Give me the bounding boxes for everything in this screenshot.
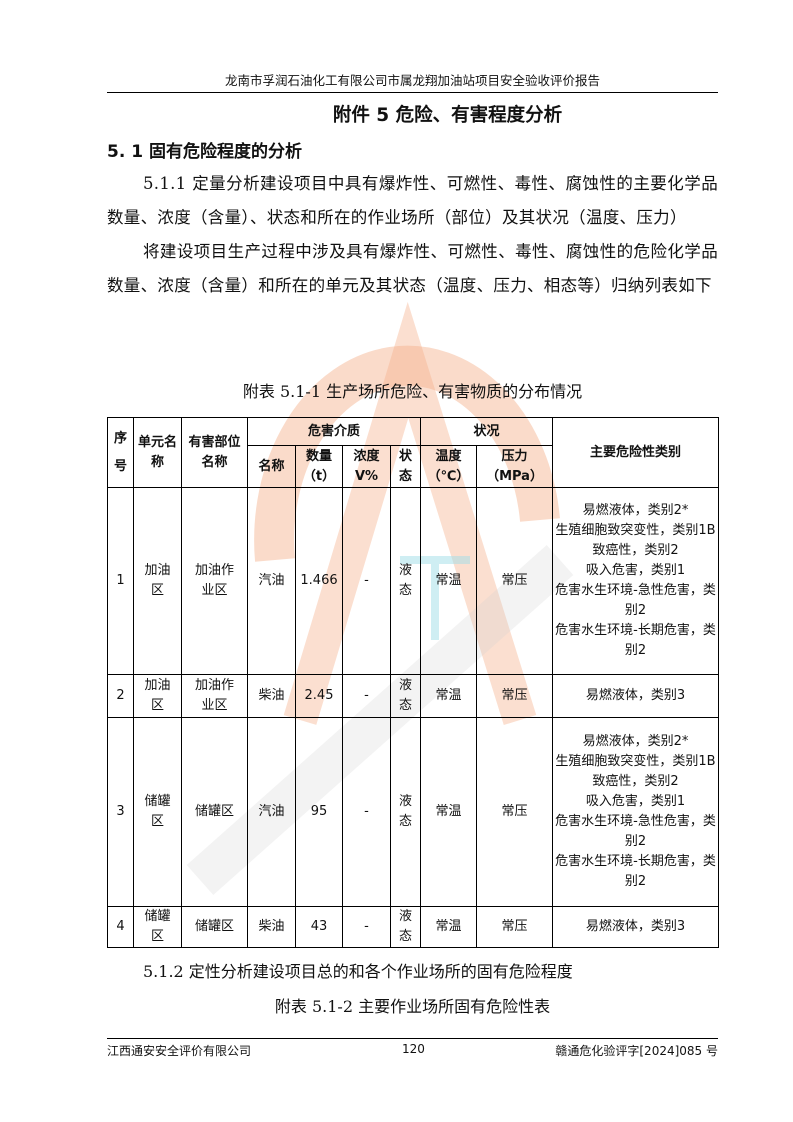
cell-unit: 储罐区 <box>133 717 182 907</box>
footer-company: 江西通安安全评价有限公司 <box>107 1044 252 1058</box>
cell-temp: 常温 <box>420 674 478 718</box>
cell-press: 常压 <box>476 487 554 675</box>
header-divider <box>107 92 718 93</box>
header-no: 序 号 <box>107 417 134 488</box>
header-temp: 温度（℃） <box>420 445 478 488</box>
cell-unit: 加油区 <box>133 487 182 675</box>
cell-site: 加油作业区 <box>181 487 248 675</box>
cell-no: 2 <box>107 674 134 718</box>
cell-conc: - <box>342 674 391 718</box>
cell-state: 液态 <box>389 674 422 718</box>
table-row: 3 储罐区 储罐区 汽油 95- 液态 常温 常压 易燃液体，类别2* 生殖细胞致突变性，类别1B… <box>107 717 719 907</box>
header-medium: 危害介质 <box>246 417 422 446</box>
hazard-item: 易燃液体，类别2* <box>582 734 689 749</box>
body-text: 5.1.1 定量分析建设项目中具有爆炸性、可燃性、毒性、腐蚀性的主要化学品数量、… <box>107 167 718 303</box>
cell-press: 常压 <box>476 674 554 718</box>
page-number: 120 <box>402 1042 425 1056</box>
cell-name: 柴油 <box>247 674 296 718</box>
cell-no: 1 <box>107 487 134 675</box>
cell-qty: 2.45 <box>295 674 343 718</box>
footer-doc-number: 赣通危化验评字[2024]085 号 <box>555 1044 718 1058</box>
table1-caption: 附表 5.1-1 生产场所危险、有害物质的分布情况 <box>242 382 583 401</box>
cell-conc: - <box>342 487 391 675</box>
page-title: 附件 5 危险、有害程度分析 <box>332 105 563 126</box>
cell-press: 常压 <box>476 717 554 907</box>
table2-caption: 附表 5.1-2 主要作业场所固有危险性表 <box>274 997 551 1016</box>
hazard-item: 易燃液体，类别2* <box>582 503 689 518</box>
cell-qty: 95 <box>295 717 343 907</box>
hazard-item: 危害水生环境-急性危害，类别2 <box>555 583 716 618</box>
cell-hazard: 易燃液体，类别3 <box>552 674 719 718</box>
cell-temp: 常温 <box>420 717 478 907</box>
paragraph-1: 5.1.1 定量分析建设项目中具有爆炸性、可燃性、毒性、腐蚀性的主要化学品数量、… <box>107 174 718 227</box>
cell-qty: 43 <box>295 906 343 948</box>
table-row: 2 加油区 加油作业区 柴油 2.45- 液态 常温 常压 易燃液体，类别3 <box>107 674 719 718</box>
cell-conc: - <box>342 717 391 907</box>
table-row: 4 储罐区 储罐区 柴油 43- 液态 常温 常压 易燃液体，类别3 <box>107 906 719 948</box>
cell-name: 柴油 <box>247 906 296 948</box>
cell-unit: 储罐区 <box>133 906 182 948</box>
paragraph-2: 将建设项目生产过程中涉及具有爆炸性、可燃性、毒性、腐蚀性的危险化学品数量、浓度（… <box>107 242 718 295</box>
cell-qty: 1.466 <box>295 487 343 675</box>
hazard-item: 吸入危害，类别1 <box>585 794 686 809</box>
hazard-item: 致癌性，类别2 <box>592 774 679 789</box>
cell-temp: 常温 <box>420 487 478 675</box>
header-qty: 数量（t） <box>295 445 343 488</box>
header-unit: 单元名称 <box>133 417 182 488</box>
cell-site: 储罐区 <box>181 717 248 907</box>
cell-no: 4 <box>107 906 134 948</box>
header-status: 状况 <box>420 417 554 446</box>
hazard-item: 危害水生环境-急性危害，类别2 <box>555 814 716 849</box>
hazard-item: 生殖细胞致突变性，类别1B <box>555 754 716 769</box>
cell-name: 汽油 <box>247 487 296 675</box>
header-conc: 浓度V% <box>342 445 391 488</box>
table-row: 1 加油区 加油作业区 汽油 1.466- 液态 常温 常压 易燃液体，类别2* 生殖细胞致突变性… <box>107 487 719 675</box>
hazard-item: 生殖细胞致突变性，类别1B <box>555 523 716 538</box>
header-state: 状态 <box>389 445 422 488</box>
header-site: 有害部位名称 <box>181 417 248 488</box>
hazard-item: 易燃液体，类别3 <box>585 688 686 703</box>
cell-hazard: 易燃液体，类别3 <box>552 906 719 948</box>
header-hazard: 主要危险性类别 <box>552 417 719 488</box>
cell-site: 加油作业区 <box>181 674 248 718</box>
header-name: 名称 <box>247 445 296 488</box>
hazard-item: 危害水生环境-长期危害，类别2 <box>555 623 716 658</box>
footer-divider <box>107 1038 718 1039</box>
cell-hazard: 易燃液体，类别2* 生殖细胞致突变性，类别1B 致癌性，类别2 吸入危害，类别1 危害水… <box>552 487 719 675</box>
cell-name: 汽油 <box>247 717 296 907</box>
section-heading: 5. 1 固有危险程度的分析 <box>107 142 302 162</box>
hazard-distribution-table: 序 号 单元名称 有害部位名称 危害介质 状况 主要危险性类别 名称 数量（t）… <box>107 417 719 948</box>
cell-hazard: 易燃液体，类别2* 生殖细胞致突变性，类别1B 致癌性，类别2 吸入危害，类别1 危害水… <box>552 717 719 907</box>
cell-temp: 常温 <box>420 906 478 948</box>
hazard-item: 致癌性，类别2 <box>592 543 679 558</box>
cell-state: 液态 <box>389 717 422 907</box>
hazard-item: 危害水生环境-长期危害，类别2 <box>555 854 716 889</box>
subsection-heading: 5.1.2 定性分析建设项目总的和各个作业场所的固有危险程度 <box>143 962 573 981</box>
cell-site: 储罐区 <box>181 906 248 948</box>
cell-state: 液态 <box>389 906 422 948</box>
cell-conc: - <box>342 906 391 948</box>
cell-state: 液态 <box>389 487 422 675</box>
cell-press: 常压 <box>476 906 554 948</box>
cell-no: 3 <box>107 717 134 907</box>
hazard-item: 易燃液体，类别3 <box>585 919 686 934</box>
running-header: 龙南市孚润石油化工有限公司市属龙翔加油站项目安全验收评价报告 <box>224 73 600 88</box>
cell-unit: 加油区 <box>133 674 182 718</box>
header-press: 压力（MPa） <box>476 445 554 488</box>
hazard-item: 吸入危害，类别1 <box>585 563 686 578</box>
